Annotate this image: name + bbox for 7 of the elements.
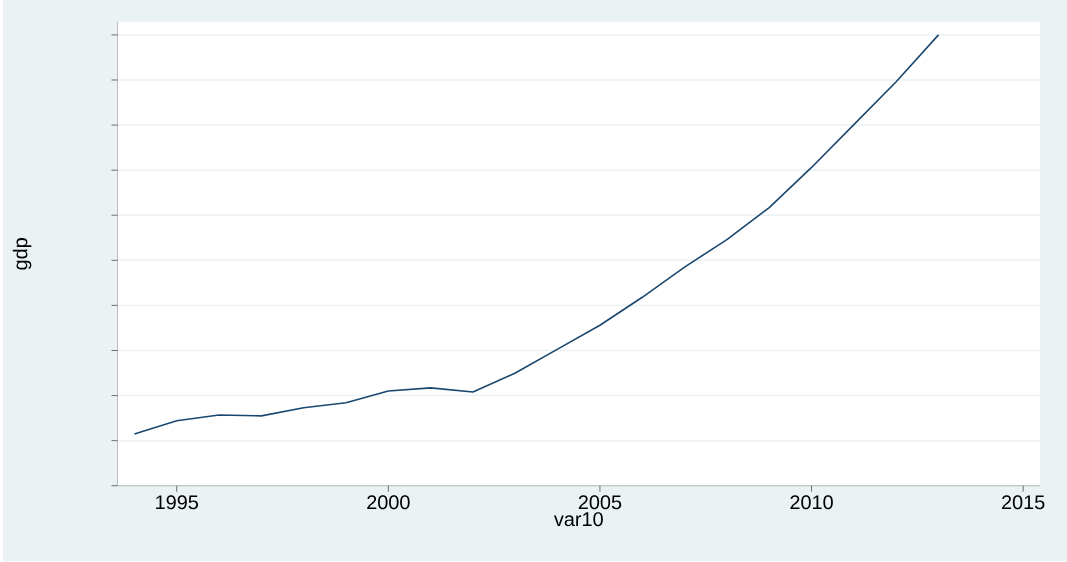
- x-axis-title: var10: [553, 512, 603, 527]
- y-axis-title: gdp: [12, 238, 32, 270]
- x-tick-label: 1995: [156, 495, 198, 510]
- x-tick-label: 2005: [578, 495, 622, 510]
- x-tick-label: 2015: [1002, 495, 1045, 510]
- x-tick-label: 2000: [367, 495, 410, 510]
- x-tick-label: 2010: [790, 495, 833, 510]
